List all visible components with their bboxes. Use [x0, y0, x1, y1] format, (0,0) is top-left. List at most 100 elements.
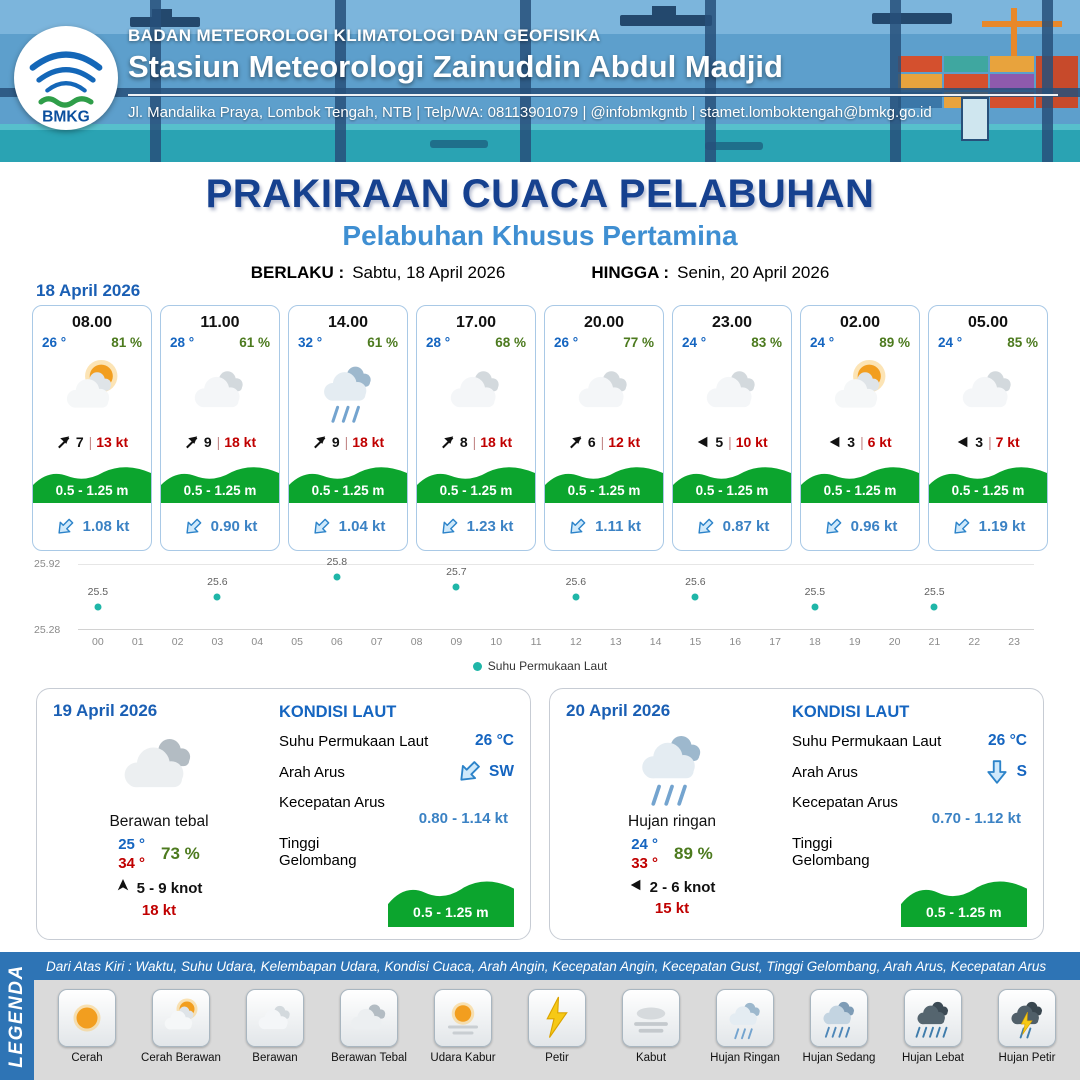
- x-axis-tick: 14: [649, 636, 662, 648]
- sst-data-label: 25.6: [565, 576, 587, 588]
- current-direction-icon: [984, 759, 1010, 785]
- legend-strip: LEGENDA Dari Atas Kiri : Waktu, Suhu Uda…: [0, 952, 1080, 1080]
- wind-row: 9 18 kt: [289, 430, 407, 454]
- daily-weather-icon: [626, 719, 718, 811]
- weather-icon: [33, 350, 151, 430]
- sst-label: Suhu Permukaan Laut: [279, 732, 429, 750]
- wind-gust: 6 kt: [860, 434, 892, 450]
- cerah-berawan-icon: [152, 989, 210, 1047]
- wind-gust: 10 kt: [728, 434, 768, 450]
- legend-item: Hujan Petir: [981, 989, 1073, 1064]
- legend-item: Hujan Sedang: [793, 989, 885, 1064]
- legend-item: Udara Kabur: [417, 989, 509, 1064]
- kabut-icon: [622, 989, 680, 1047]
- legend-item-label: Berawan Tebal: [331, 1052, 407, 1064]
- sst-chart: 25.92 25.28 25.5 25.6 25.8 25.7 25.6 25.6 25.5…: [34, 556, 1046, 680]
- forecast-time: 20.00: [583, 314, 625, 331]
- current-speed-value: 1.19 kt: [978, 518, 1026, 535]
- x-axis-tick: 09: [450, 636, 463, 648]
- wave-height-band: 0.5 - 1.25 m: [417, 459, 535, 503]
- temp-humidity-row: 26 ° 81 %: [33, 332, 151, 350]
- legend-item: Hujan Lebat: [887, 989, 979, 1064]
- daily-cards-row: 19 April 2026 Berawan tebal 25 ° 34 ° 73…: [36, 688, 1044, 940]
- current-speed-value: 1.08 kt: [82, 518, 130, 535]
- daily-card: 20 April 2026 Hujan ringan 24 ° 33 ° 89 …: [549, 688, 1044, 940]
- sst-data-label: 25.8: [326, 556, 348, 568]
- sst-chart-plot: 25.5 25.6 25.8 25.7 25.6 25.6 25.5 25.5: [78, 556, 1034, 630]
- weather-icon: [673, 350, 791, 430]
- forecast-time: 11.00: [200, 314, 240, 331]
- wave-height-value: 0.5 - 1.25 m: [183, 483, 257, 498]
- legend-description: Dari Atas Kiri : Waktu, Suhu Udara, Kele…: [34, 952, 1080, 980]
- legend-item-label: Cerah: [71, 1052, 103, 1064]
- forecast-humidity: 85 %: [1007, 335, 1038, 350]
- sst-chart-xaxis: 00 01 02 03 04 05 06 07 08 09 10 11 12 13 14 15 16 17 18 19…: [78, 636, 1034, 650]
- current-direction-icon: [951, 517, 971, 537]
- wind-gust: 7 kt: [988, 434, 1020, 450]
- sst-data-label: 25.6: [685, 576, 706, 588]
- current-speed-value: 1.04 kt: [338, 518, 386, 535]
- forecast-temp: 28 °: [170, 335, 195, 350]
- forecast-humidity: 61 %: [367, 335, 398, 350]
- header-text: BADAN METEOROLOGI KLIMATOLOGI DAN GEOFIS…: [128, 26, 1058, 121]
- current-speed-value: 1.11 kt: [595, 518, 641, 535]
- weather-icon: [417, 350, 535, 430]
- current-direction-icon: [183, 517, 203, 537]
- y-axis-label-bottom: 25.28: [34, 624, 61, 636]
- wind-direction-icon: [828, 435, 842, 449]
- wave-height-band: 0.5 - 1.25 m: [929, 459, 1047, 503]
- wind-gust: 18 kt: [473, 434, 512, 450]
- sst-data-label: 25.7: [446, 566, 467, 578]
- forecast-temp: 26 °: [554, 335, 579, 350]
- daily-humidity: 73 %: [161, 844, 200, 863]
- x-axis-tick: 16: [729, 636, 742, 648]
- temp-humidity-row: 24 ° 85 %: [929, 332, 1047, 350]
- wind-direction-icon: [56, 435, 71, 450]
- daily-wind-row: 2 - 6 knot: [629, 878, 715, 896]
- wind-speed: 3: [847, 434, 856, 450]
- x-axis-tick: 20: [888, 636, 901, 648]
- daily-temps: 25 ° 34 ° 73 %: [118, 836, 200, 872]
- wind-speed: 6: [587, 434, 596, 450]
- chart-legend: Suhu Permukaan Laut: [34, 659, 1046, 673]
- forecast-cards-row: 08.00 26 ° 81 % 7 13 kt 0.5 - 1.25 m 1.0…: [32, 305, 1048, 551]
- daily-card-left: 19 April 2026 Berawan tebal 25 ° 34 ° 73…: [53, 701, 265, 927]
- wind-speed: 8: [459, 434, 468, 450]
- current-speed-label: Kecepatan Arus: [279, 794, 385, 811]
- forecast-humidity: 68 %: [495, 335, 526, 350]
- berawan-tebal-icon: [340, 989, 398, 1047]
- valid-from-label: BERLAKU :: [250, 263, 345, 282]
- current-row: 1.19 kt: [929, 503, 1047, 550]
- x-axis-tick: 08: [410, 636, 423, 648]
- forecast-time: 14.00: [327, 314, 369, 331]
- sst-data-label: 25.5: [924, 586, 945, 598]
- weather-icon: [289, 350, 407, 430]
- daily-wind-direction-icon: [629, 878, 643, 896]
- daily-temp-max: 33 °: [631, 855, 659, 872]
- temp-humidity-row: 28 ° 61 %: [161, 332, 279, 350]
- current-direction-icon: [456, 759, 482, 785]
- legend-dot-icon: [472, 661, 482, 671]
- forecast-card: 08.00 26 ° 81 % 7 13 kt 0.5 - 1.25 m 1.0…: [32, 305, 152, 551]
- weather-icon: [801, 350, 919, 430]
- sst-data-point: [691, 593, 699, 601]
- x-axis-tick: 13: [609, 636, 622, 648]
- wave-height-value: 0.5 - 1.25 m: [55, 483, 129, 498]
- page-title: PRAKIRAAN CUACA PELABUHAN: [205, 172, 875, 216]
- sst-label: Suhu Permukaan Laut: [792, 732, 942, 750]
- wind-row: 8 18 kt: [417, 430, 535, 454]
- agency-name: BADAN METEOROLOGI KLIMATOLOGI DAN GEOFIS…: [128, 26, 601, 45]
- x-axis-tick: 02: [171, 636, 184, 648]
- port-illustration: [0, 0, 1080, 162]
- title-block: PRAKIRAAN CUACA PELABUHAN Pelabuhan Khus…: [0, 172, 1080, 283]
- wave-height-label: Tinggi Gelombang: [792, 835, 870, 869]
- forecast-card: 02.00 24 ° 89 % 3 6 kt 0.5 - 1.25 m 0.96…: [800, 305, 920, 551]
- current-direction-icon: [695, 517, 715, 537]
- current-speed-value: 0.70 - 1.12 kt: [931, 810, 1021, 827]
- daily-condition: Hujan ringan: [628, 813, 716, 830]
- forecast-card: 17.00 28 ° 68 % 8 18 kt 0.5 - 1.25 m 1.2…: [416, 305, 536, 551]
- current-row: 0.87 kt: [673, 503, 791, 550]
- x-axis-tick: 18: [809, 636, 821, 648]
- current-row: 1.08 kt: [33, 503, 151, 550]
- wind-speed: 5: [715, 434, 724, 450]
